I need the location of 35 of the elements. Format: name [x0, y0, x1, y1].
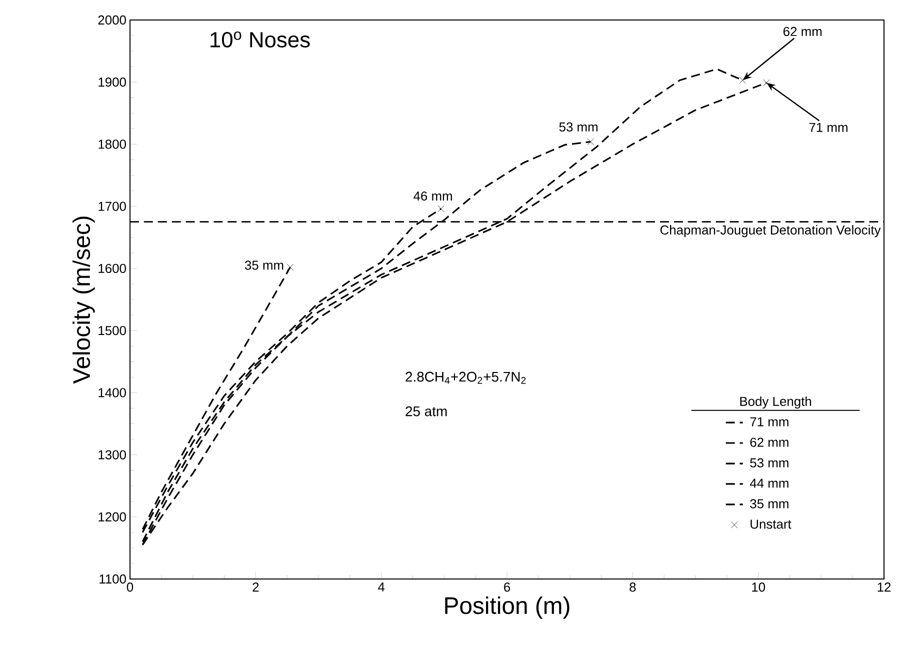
- y-tick-label: 1500: [98, 326, 126, 336]
- x-tick-label: 2: [252, 582, 259, 592]
- x-axis-title: Position (m): [445, 596, 570, 619]
- legend-label: 53 mm: [750, 458, 788, 468]
- x-tick-label: 0: [126, 582, 134, 592]
- y-tick-label: 1300: [98, 450, 126, 460]
- legend-label: 71 mm: [750, 417, 788, 426]
- x-tick-label: 8: [630, 582, 636, 592]
- y-tick-label: 1400: [98, 388, 126, 398]
- annotation: 71 mm: [809, 122, 848, 132]
- annotation: 62 mm: [783, 26, 822, 36]
- y-tick-label: 2000: [98, 15, 126, 25]
- y-tick-label: 1800: [98, 140, 126, 149]
- legend-label: 35 mm: [750, 499, 788, 508]
- y-tick-label: 1100: [100, 574, 126, 584]
- y-tick-label: 1200: [98, 512, 126, 522]
- y-axis-title: Velocity (m/sec): [72, 216, 95, 384]
- x-tick-label: 6: [504, 582, 510, 592]
- x-tick-label: 12: [878, 582, 891, 592]
- legend-label: Unstart: [750, 520, 792, 529]
- annotation: 46 mm: [414, 191, 452, 201]
- legend-label: 44 mm: [750, 478, 788, 488]
- y-tick-label: 1600: [98, 264, 126, 274]
- chart-title: 10$^{o}$ Noses: [210, 32, 310, 48]
- x-tick-label: 10: [752, 582, 766, 592]
- legend-label: 62 mm: [750, 438, 788, 447]
- annotation: 2.8CH$_{4}$+2O$_{2}$+5.7N$_{2}$: [406, 372, 526, 384]
- annotation: 25 atm: [406, 406, 447, 416]
- ref-line-label: Chapman-Jouguet Detonation Velocity: [660, 225, 881, 238]
- y-tick-label: 1700: [98, 202, 126, 211]
- x-tick-label: 4: [378, 582, 385, 592]
- y-tick-label: 1900: [98, 78, 126, 87]
- legend-title: Body Length: [740, 396, 812, 409]
- annotation: 53 mm: [559, 122, 598, 132]
- annotation: 35 mm: [244, 260, 284, 270]
